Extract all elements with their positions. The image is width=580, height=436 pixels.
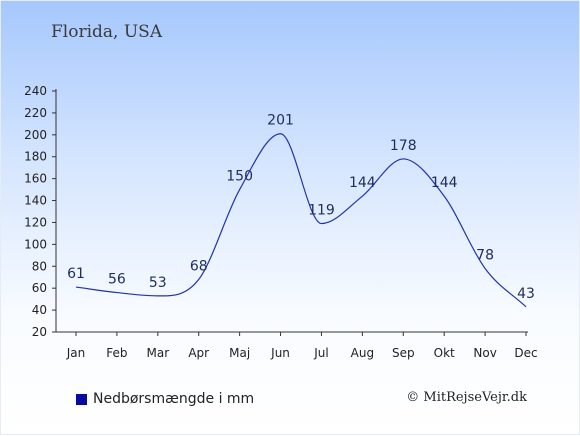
data-label: 144	[349, 175, 376, 191]
x-tick-label: Jun	[270, 346, 290, 360]
y-tick-label: 100	[24, 237, 47, 251]
chart-location-title: Florida, USA	[51, 22, 163, 42]
y-tick-label: 160	[24, 172, 47, 186]
y-tick-label: 240	[24, 84, 47, 98]
data-label: 150	[226, 169, 253, 185]
y-tick-label: 140	[24, 194, 47, 208]
x-tick-label: Maj	[229, 346, 250, 360]
data-label: 68	[190, 258, 208, 274]
data-label: 53	[149, 275, 167, 291]
legend-swatch	[76, 393, 87, 405]
legend-label: Nedbørsmængde i mm	[93, 391, 255, 407]
y-axis-ticks: 20 40 60 80 100 120 140 160 180 200 220 240	[24, 84, 56, 339]
x-tick-label: Nov	[473, 346, 496, 360]
x-tick-label: Jul	[313, 346, 328, 360]
x-tick-label: Aug	[351, 346, 374, 360]
data-label: 43	[517, 286, 535, 302]
x-axis-ticks: Jan Feb Mar Apr Maj Jun Jul Aug Sep Okt Nov Dec	[66, 332, 538, 360]
data-label: 61	[67, 266, 85, 282]
x-tick-label: Feb	[106, 346, 127, 360]
y-tick-label: 40	[32, 303, 47, 317]
data-labels: 61 56 53 68 150 201 119 144 178 144 78 43	[67, 113, 535, 302]
y-tick-label: 180	[24, 150, 47, 164]
x-tick-label: Apr	[188, 346, 209, 360]
x-tick-label: Dec	[514, 346, 537, 360]
data-label: 78	[476, 247, 494, 263]
chart-axes	[55, 89, 528, 333]
data-label: 119	[308, 203, 335, 219]
x-tick-label: Okt	[434, 346, 455, 360]
data-label: 201	[267, 113, 294, 129]
legend: Nedbørsmængde i mm	[76, 391, 254, 407]
x-tick-label: Sep	[392, 346, 415, 360]
data-label: 144	[431, 175, 458, 191]
y-tick-label: 20	[32, 325, 47, 339]
x-tick-label: Jan	[66, 346, 86, 360]
y-tick-label: 200	[24, 128, 47, 142]
x-tick-label: Mar	[146, 346, 169, 360]
data-label: 178	[390, 138, 417, 154]
copyright-text: © MitRejseVejr.dk	[406, 390, 527, 405]
y-tick-label: 120	[24, 215, 47, 229]
y-tick-label: 80	[32, 259, 47, 273]
data-label: 56	[108, 272, 126, 288]
precipitation-line	[75, 133, 527, 308]
y-tick-label: 60	[32, 281, 47, 295]
y-tick-label: 220	[24, 106, 47, 120]
